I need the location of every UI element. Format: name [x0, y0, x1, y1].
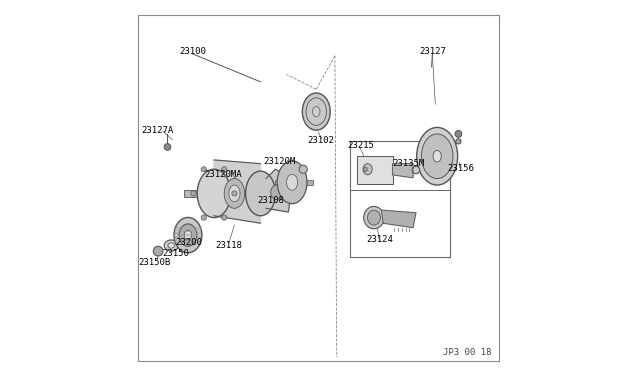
Ellipse shape [417, 128, 458, 185]
Ellipse shape [312, 107, 320, 117]
Bar [275, 180, 312, 185]
Ellipse shape [364, 206, 384, 229]
Ellipse shape [363, 164, 372, 175]
Bar [184, 190, 214, 197]
Ellipse shape [287, 174, 298, 190]
Text: 23127: 23127 [419, 47, 446, 56]
Ellipse shape [433, 151, 441, 162]
Ellipse shape [277, 161, 307, 204]
Text: 23156: 23156 [447, 164, 474, 173]
Text: 23200: 23200 [175, 238, 202, 247]
Ellipse shape [229, 185, 240, 202]
Ellipse shape [184, 230, 191, 240]
Ellipse shape [168, 243, 175, 248]
Circle shape [164, 144, 171, 150]
Circle shape [412, 166, 420, 174]
Circle shape [232, 191, 237, 196]
Text: 23150B: 23150B [138, 258, 170, 267]
Circle shape [221, 215, 227, 220]
Ellipse shape [421, 134, 453, 179]
Polygon shape [266, 169, 291, 212]
Text: 23127A: 23127A [141, 126, 173, 135]
Text: 23150: 23150 [162, 249, 189, 258]
Bar [357, 156, 392, 184]
Ellipse shape [179, 224, 197, 246]
Text: 23118: 23118 [216, 241, 243, 250]
Circle shape [455, 131, 461, 137]
Ellipse shape [367, 210, 380, 225]
Text: 23102: 23102 [307, 136, 334, 145]
Ellipse shape [224, 179, 244, 208]
Text: 23108: 23108 [257, 196, 284, 205]
Text: 23135M: 23135M [392, 159, 424, 168]
Polygon shape [214, 160, 260, 223]
Text: 23215: 23215 [348, 141, 374, 150]
Ellipse shape [299, 165, 307, 173]
Ellipse shape [364, 167, 367, 171]
Ellipse shape [197, 169, 231, 218]
Text: JP3 00 18: JP3 00 18 [443, 348, 491, 357]
Bar [349, 141, 450, 257]
Circle shape [201, 167, 206, 172]
Circle shape [221, 167, 227, 172]
Ellipse shape [164, 240, 179, 251]
Polygon shape [381, 210, 416, 228]
Ellipse shape [302, 93, 330, 130]
Polygon shape [392, 164, 413, 178]
Ellipse shape [271, 185, 284, 200]
Circle shape [154, 246, 163, 256]
Circle shape [456, 139, 461, 144]
Ellipse shape [246, 171, 275, 216]
Circle shape [191, 191, 196, 196]
Ellipse shape [174, 217, 202, 253]
Circle shape [201, 215, 206, 220]
Text: 23120M: 23120M [264, 157, 296, 166]
Text: 23120MA: 23120MA [204, 170, 242, 179]
Text: 23100: 23100 [179, 47, 206, 56]
Text: 23124: 23124 [366, 235, 393, 244]
